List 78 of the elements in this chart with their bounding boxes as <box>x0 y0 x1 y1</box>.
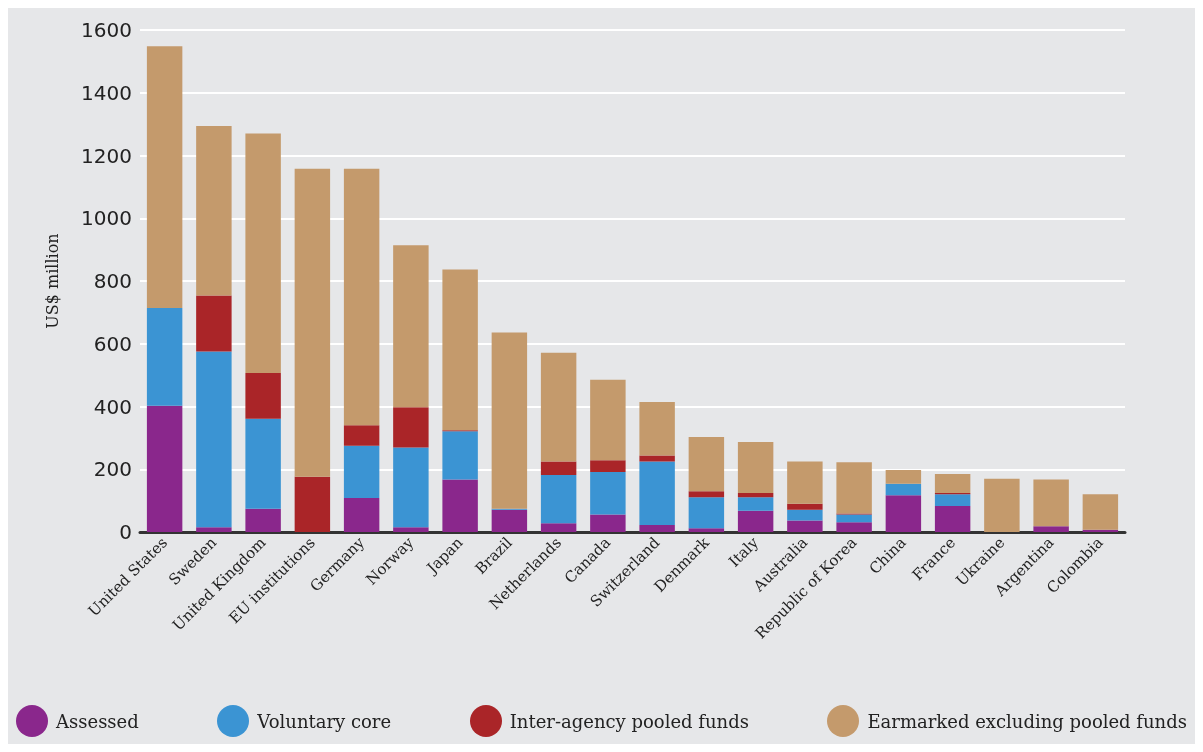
bar <box>146 405 183 532</box>
bar <box>934 494 971 506</box>
legend-label: Assessed <box>56 710 139 732</box>
bar <box>787 509 823 521</box>
bar <box>343 425 380 446</box>
bar <box>393 527 429 532</box>
bar <box>590 514 626 532</box>
bar <box>196 295 232 352</box>
bar <box>245 508 281 532</box>
bar <box>442 269 478 431</box>
bar <box>343 498 380 532</box>
bar <box>491 509 528 532</box>
bar <box>196 126 232 296</box>
bar <box>737 441 774 494</box>
bar <box>491 332 528 509</box>
bar <box>836 462 872 514</box>
bar <box>146 307 183 406</box>
y-tick-label: 200 <box>93 457 132 482</box>
bar <box>146 46 183 308</box>
bar <box>1033 479 1069 527</box>
bar <box>196 527 232 532</box>
bar <box>639 461 675 526</box>
bar <box>540 352 577 462</box>
bar <box>787 461 823 504</box>
legend-label: Earmarked excluding pooled funds <box>867 710 1187 732</box>
bar <box>984 478 1020 532</box>
bar <box>885 495 922 532</box>
bar <box>245 133 281 373</box>
bar <box>934 473 971 494</box>
bar <box>639 525 675 532</box>
legend-label: Voluntary core <box>257 710 392 732</box>
bar <box>737 493 774 498</box>
bar <box>737 497 774 511</box>
bar <box>1033 526 1069 532</box>
bar <box>393 407 429 448</box>
bar <box>1082 529 1119 532</box>
bar <box>836 522 872 532</box>
bar <box>442 479 478 532</box>
bar <box>885 483 922 496</box>
bar <box>836 514 872 523</box>
bar <box>590 460 626 473</box>
y-tick-label: 1000 <box>81 206 132 231</box>
bar <box>688 497 725 529</box>
bar <box>245 372 281 419</box>
bar <box>590 472 626 515</box>
y-tick-label: 1400 <box>81 80 132 105</box>
bar <box>393 447 429 528</box>
bar <box>540 461 577 475</box>
bar <box>245 418 281 509</box>
bar <box>393 245 429 408</box>
bar <box>885 469 922 484</box>
bar <box>590 379 626 461</box>
bar <box>1082 494 1119 530</box>
bar <box>343 445 380 499</box>
bar <box>688 436 725 492</box>
legend-label: Inter-agency pooled funds <box>509 710 749 732</box>
bar <box>294 168 331 477</box>
bar <box>540 523 577 532</box>
y-tick-label: 1600 <box>81 18 132 42</box>
bar <box>639 455 675 462</box>
bar <box>343 168 380 426</box>
y-tick-label: 400 <box>93 394 132 419</box>
bar <box>196 351 232 528</box>
bar <box>540 474 577 524</box>
bar <box>688 528 725 532</box>
y-tick-label: 0 <box>119 520 132 544</box>
bar <box>442 431 478 480</box>
y-tick-label: 1200 <box>81 143 132 168</box>
bar <box>294 476 331 532</box>
bar <box>737 510 774 532</box>
bar <box>787 503 823 510</box>
bar <box>688 491 725 498</box>
bar <box>934 505 971 532</box>
y-tick-label: 800 <box>93 269 132 293</box>
bar <box>787 520 823 532</box>
y-tick-label: 600 <box>93 331 132 356</box>
y-axis-title: US$ million <box>42 233 62 329</box>
bar <box>639 402 675 456</box>
